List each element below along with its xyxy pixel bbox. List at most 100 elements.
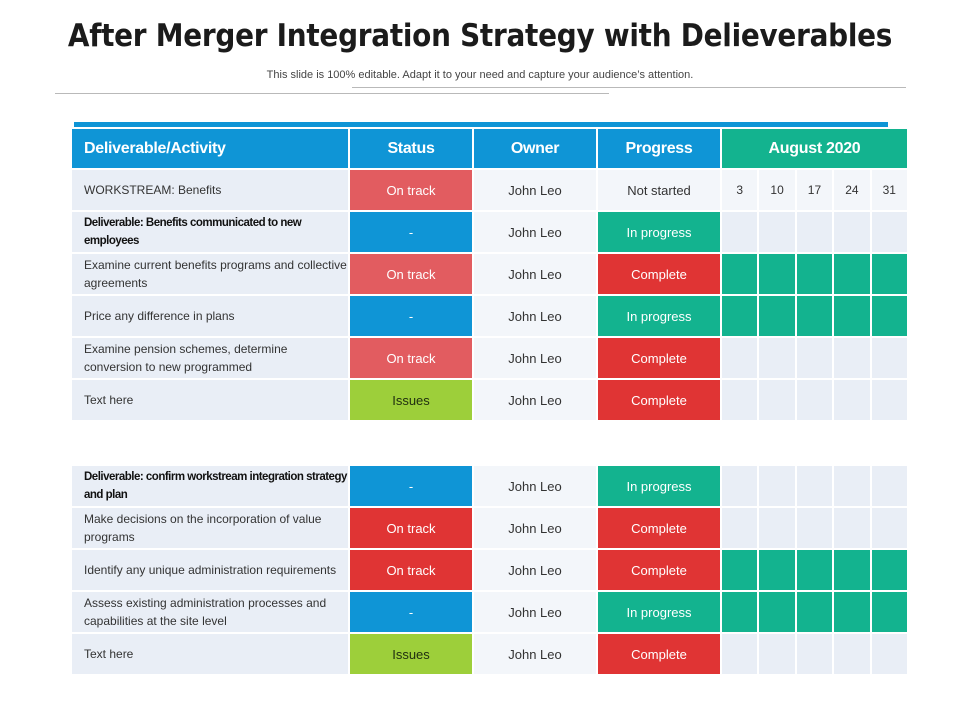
status-badge: On track [350, 550, 472, 590]
status-badge: - [350, 212, 472, 252]
timeline-cell [759, 508, 795, 548]
activity-cell: Identify any unique administration requi… [72, 550, 348, 590]
status-badge: - [350, 466, 472, 506]
timeline-cell [759, 338, 795, 378]
status-badge: Issues [350, 380, 472, 420]
owner-cell: John Leo [474, 254, 596, 294]
progress-badge: Complete [598, 634, 720, 674]
timeline-cell-active [834, 296, 870, 336]
timeline-cell-active [796, 592, 833, 632]
owner-cell: John Leo [474, 212, 596, 252]
timeline-cell [759, 212, 795, 252]
day-label: 24 [834, 170, 870, 210]
status-badge: On track [350, 170, 472, 210]
status-badge: - [350, 296, 472, 336]
timeline-cell-active [796, 550, 833, 590]
owner-cell: John Leo [474, 550, 596, 590]
timeline-cell [722, 634, 758, 674]
activity-cell: Assess existing administration processes… [72, 592, 348, 632]
day-label: 10 [759, 170, 795, 210]
timeline-cell [834, 466, 870, 506]
timeline-cell [834, 508, 870, 548]
status-badge: On track [350, 254, 472, 294]
timeline-cell [796, 212, 833, 252]
timeline-cell [871, 466, 907, 506]
header-month: August 2020 [722, 129, 907, 168]
header-progress: Progress [598, 129, 720, 168]
deliverables-table: Deliverable/Activity Status Owner Progre… [72, 129, 907, 420]
timeline-cell [834, 634, 870, 674]
owner-cell: John Leo [474, 634, 596, 674]
owner-cell: John Leo [474, 508, 596, 548]
timeline-cell-active [759, 550, 795, 590]
progress-badge: In progress [598, 592, 720, 632]
activity-cell: Text here [72, 634, 348, 674]
timeline-cell [759, 634, 795, 674]
owner-cell: John Leo [474, 170, 596, 210]
owner-cell: John Leo [474, 380, 596, 420]
timeline-cell-active [796, 254, 833, 294]
timeline-cell [796, 634, 833, 674]
activity-cell: Price any difference in plans [72, 296, 348, 336]
header-activity: Deliverable/Activity [72, 129, 348, 168]
timeline-cell [871, 338, 907, 378]
activity-cell: Text here [72, 380, 348, 420]
progress-badge: Complete [598, 508, 720, 548]
status-badge: Issues [350, 634, 472, 674]
timeline-cell-active [834, 254, 870, 294]
timeline-cell [759, 466, 795, 506]
page-subtitle: This slide is 100% editable. Adapt it to… [266, 69, 694, 81]
timeline-cell [871, 212, 907, 252]
timeline-cell [796, 380, 833, 420]
owner-cell: John Leo [474, 592, 596, 632]
timeline-cell-active [759, 296, 795, 336]
timeline-cell [834, 338, 870, 378]
divider-line [352, 87, 906, 88]
timeline-cell-active [834, 592, 870, 632]
progress-badge: In progress [598, 296, 720, 336]
timeline-cell-active [722, 550, 758, 590]
timeline-cell [722, 338, 758, 378]
timeline-cell [834, 212, 870, 252]
timeline-cell [796, 338, 833, 378]
day-label: 17 [796, 170, 833, 210]
progress-badge: Complete [598, 254, 720, 294]
timeline-cell [722, 508, 758, 548]
activity-cell: Deliverable: confirm workstream integrat… [72, 466, 348, 506]
day-label: 3 [722, 170, 758, 210]
timeline-cell [759, 380, 795, 420]
progress-badge: Complete [598, 338, 720, 378]
activity-cell: Examine current benefits programs and co… [72, 254, 348, 294]
timeline-cell-active [871, 254, 907, 294]
activity-cell: Deliverable: Benefits communicated to ne… [72, 212, 348, 252]
owner-cell: John Leo [474, 296, 596, 336]
timeline-cell [722, 380, 758, 420]
timeline-cell [871, 508, 907, 548]
timeline-cell-active [759, 592, 795, 632]
timeline-cell-active [871, 592, 907, 632]
timeline-cell [871, 634, 907, 674]
timeline-cell [871, 380, 907, 420]
owner-cell: John Leo [474, 466, 596, 506]
timeline-cell-active [722, 592, 758, 632]
page-title: After Merger Integration Strategy with D… [67, 18, 893, 54]
timeline-cell-active [871, 550, 907, 590]
activity-cell: Examine pension schemes, determine conve… [72, 338, 348, 378]
timeline-cell [796, 508, 833, 548]
deliverables-table-2: Deliverable: confirm workstream integrat… [72, 466, 907, 674]
activity-cell: WORKSTREAM: Benefits [72, 170, 348, 210]
timeline-cell [834, 380, 870, 420]
progress-badge: In progress [598, 466, 720, 506]
progress-badge: Complete [598, 550, 720, 590]
timeline-cell-active [871, 296, 907, 336]
timeline-cell [796, 466, 833, 506]
timeline-cell-active [834, 550, 870, 590]
timeline-cell-active [759, 254, 795, 294]
day-label: 31 [871, 170, 907, 210]
progress-badge: Complete [598, 380, 720, 420]
status-badge: - [350, 592, 472, 632]
progress-badge: In progress [598, 212, 720, 252]
timeline-cell [722, 466, 758, 506]
header-owner: Owner [474, 129, 596, 168]
divider-line [55, 93, 609, 94]
